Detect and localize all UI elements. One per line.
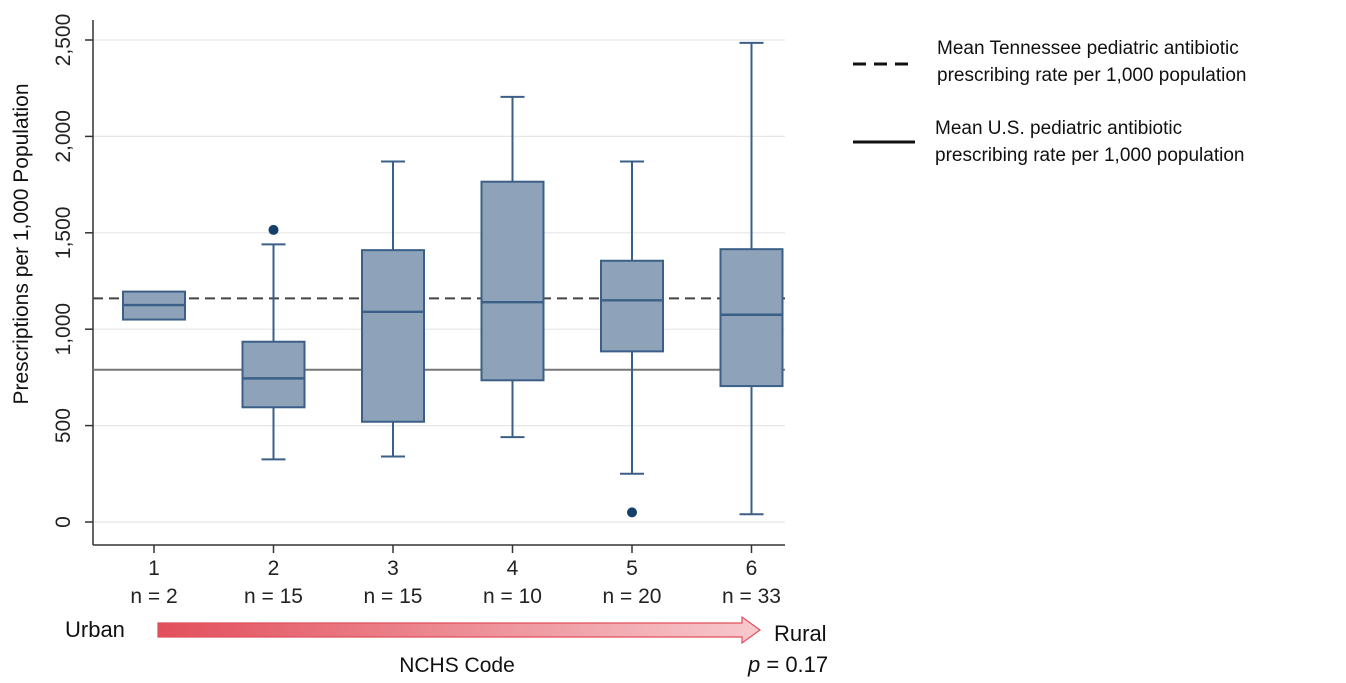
box-category-6 bbox=[719, 41, 784, 516]
y-tick-label: 2,000 bbox=[52, 110, 75, 163]
box-category-1 bbox=[122, 290, 186, 321]
y-axis-title: Prescriptions per 1,000 Population bbox=[10, 83, 33, 404]
n-label: n = 33 bbox=[722, 585, 781, 608]
legend: Mean Tennessee pediatric antibiotic presc… bbox=[853, 38, 1246, 166]
urban-to-rural-arrow bbox=[157, 615, 762, 645]
outlier-point bbox=[627, 507, 637, 518]
x-tick-label: 2 bbox=[268, 557, 280, 580]
box-category-4 bbox=[480, 95, 545, 439]
outlier-point bbox=[268, 224, 279, 235]
x-tick-label: 1 bbox=[148, 557, 160, 580]
box-category-2 bbox=[241, 224, 306, 461]
axis-labels: Prescriptions per 1,000 Population NCHS … bbox=[10, 83, 515, 677]
boxes bbox=[122, 41, 784, 518]
x-tick-label: 6 bbox=[746, 557, 758, 580]
n-label: n = 15 bbox=[244, 585, 303, 608]
iqr-box bbox=[600, 259, 664, 353]
y-tick-label: 2,500 bbox=[52, 14, 75, 67]
urban-rural-annotation: Urban Rural p = 0.17 bbox=[65, 615, 828, 677]
y-tick-label: 500 bbox=[52, 408, 75, 443]
y-tick-label: 0 bbox=[52, 516, 75, 528]
p-symbol: p bbox=[747, 652, 760, 677]
box-category-5 bbox=[600, 160, 664, 518]
legend-label: prescribing rate per 1,000 population bbox=[937, 65, 1246, 86]
n-label: n = 2 bbox=[130, 585, 177, 608]
iqr-box bbox=[361, 249, 425, 423]
legend-label: Mean U.S. pediatric antibiotic bbox=[935, 118, 1182, 139]
urban-label: Urban bbox=[65, 617, 125, 642]
n-label: n = 10 bbox=[483, 585, 542, 608]
legend-label: prescribing rate per 1,000 population bbox=[935, 145, 1244, 166]
legend-label: Mean Tennessee pediatric antibiotic bbox=[937, 38, 1239, 59]
axes: 0 500 1,000 1,500 2,000 2,500 1 n = 2 2 n = 15 3 n … bbox=[52, 14, 785, 608]
p-value: p = 0.17 bbox=[747, 652, 828, 677]
gridlines bbox=[93, 39, 785, 523]
box-category-3 bbox=[361, 160, 425, 458]
rural-label: Rural bbox=[774, 621, 827, 646]
x-tick-label: 4 bbox=[507, 557, 519, 580]
y-tick-label: 1,000 bbox=[52, 303, 75, 356]
reference-lines bbox=[93, 297, 785, 371]
x-tick-label: 5 bbox=[626, 557, 638, 580]
y-tick-label: 1,500 bbox=[52, 207, 75, 260]
iqr-box bbox=[241, 340, 306, 409]
p-value-number: = 0.17 bbox=[760, 652, 828, 677]
iqr-box bbox=[719, 248, 784, 388]
n-label: n = 20 bbox=[603, 585, 662, 608]
n-label: n = 15 bbox=[364, 585, 423, 608]
x-tick-label: 3 bbox=[387, 557, 399, 580]
x-axis-title: NCHS Code bbox=[399, 654, 515, 677]
iqr-box bbox=[480, 180, 545, 382]
